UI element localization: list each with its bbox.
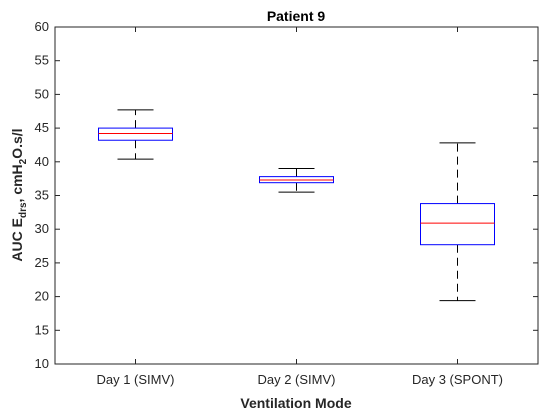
y-axis-title-tail: O.s/l xyxy=(9,128,25,158)
y-axis-title: AUC Edrs, cmH2O.s/l xyxy=(9,128,29,261)
y-tick-label: 50 xyxy=(35,86,49,101)
box-iqr xyxy=(98,127,173,141)
y-axis-title-main: AUC E xyxy=(9,218,25,262)
x-tick-label: Day 3 (SPONT) xyxy=(412,372,503,387)
box-iqr xyxy=(420,203,495,246)
x-axis-title: Ventilation Mode xyxy=(240,395,351,411)
y-tick-label: 20 xyxy=(35,289,49,304)
y-tick-label: 55 xyxy=(35,53,49,68)
y-axis-title-sub1: drs xyxy=(18,202,29,218)
y-tick-label: 35 xyxy=(35,188,49,203)
y-tick-label: 40 xyxy=(35,154,49,169)
x-tick-label: Day 2 (SIMV) xyxy=(257,372,335,387)
y-axis-title-mid: , cmH xyxy=(9,164,25,202)
y-tick-label: 30 xyxy=(35,221,49,236)
x-axis: Day 1 (SIMV) Day 2 (SIMV) Day 3 (SPONT) xyxy=(96,27,503,387)
y-axis: 10 15 20 25 30 35 40 45 50 55 60 xyxy=(35,19,538,371)
y-tick-label: 60 xyxy=(35,19,49,34)
y-tick-label: 10 xyxy=(35,356,49,371)
y-tick-label: 25 xyxy=(35,255,49,270)
plot-area xyxy=(54,26,539,365)
y-axis-title-sub2: 2 xyxy=(18,158,29,164)
chart-title: Patient 9 xyxy=(267,8,326,24)
y-tick-label: 15 xyxy=(35,322,49,337)
y-tick-label: 45 xyxy=(35,120,49,135)
x-tick-label: Day 1 (SIMV) xyxy=(96,372,174,387)
boxes-layer xyxy=(98,109,495,302)
